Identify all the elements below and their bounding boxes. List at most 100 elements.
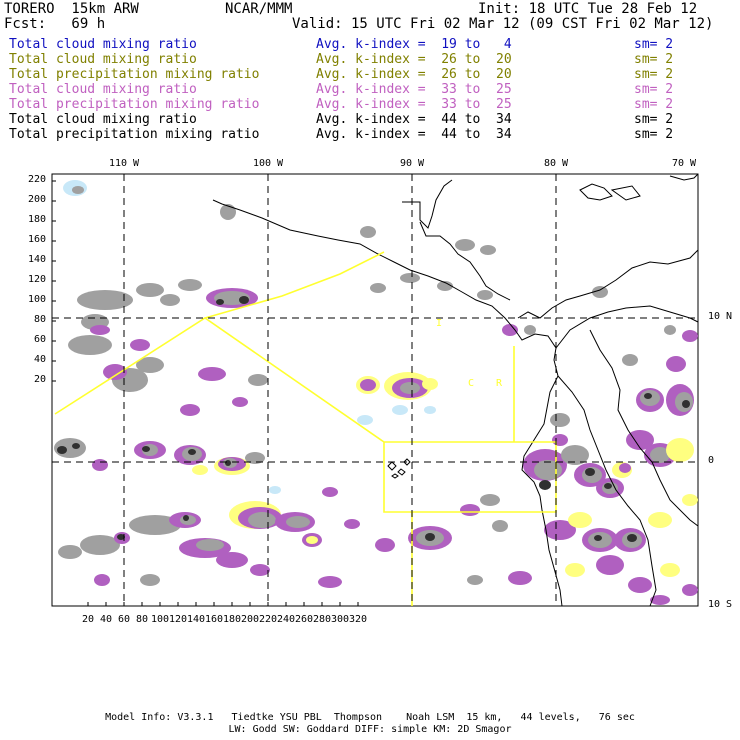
- model-title: TORERO 15km ARW: [4, 1, 139, 17]
- lat-label-1: 0: [708, 455, 715, 466]
- cloud-blob-58: [318, 576, 342, 588]
- forecast-hour: Fcst: 69 h: [4, 16, 106, 32]
- cloud-blob-132: [682, 584, 698, 596]
- y-tick-label-3: 160: [27, 234, 46, 245]
- coastlines: [212, 173, 699, 607]
- cloud-blob-24: [92, 459, 108, 471]
- legend-field-5: Total cloud mixing ratio: [9, 112, 197, 127]
- cloud-blob-79: [220, 204, 236, 220]
- cloud-blob-131: [650, 595, 670, 605]
- legend-kindex-3: Avg. k-index = 33 to 25: [316, 82, 512, 97]
- legend-field-4: Total precipitation mixing ratio: [9, 97, 260, 112]
- cloud-blob-80: [360, 226, 376, 238]
- cloud-blob-46: [196, 539, 224, 551]
- cloud-blob-49: [248, 512, 276, 528]
- cloud-blob-97: [585, 468, 595, 476]
- cloud-blob-71: [360, 379, 376, 391]
- x-tick-label-7: 160: [204, 614, 224, 625]
- cloud-blob-76: [392, 405, 408, 415]
- cloud-blob-115: [664, 325, 676, 335]
- region-letter-2: R: [496, 378, 503, 389]
- cloud-blob-112: [666, 438, 694, 462]
- init-time: Init: 18 UTC Tue 28 Feb 12: [478, 1, 698, 17]
- lon-label-3: 80 W: [543, 158, 569, 169]
- axis-ticks: [52, 180, 359, 606]
- cloud-blob-121: [594, 535, 602, 541]
- cloud-blob-105: [650, 447, 670, 463]
- cloud-blob-125: [648, 512, 672, 528]
- lon-label-1: 100 W: [252, 158, 284, 169]
- cloud-blob-27: [142, 446, 150, 452]
- lat-lon-grid: [52, 174, 698, 606]
- x-tick-label-3: 80: [135, 614, 149, 625]
- legend-kindex-6: Avg. k-index = 44 to 34: [316, 127, 512, 142]
- model-info-line: Model Info: V3.3.1 Tiedtke YSU PBL Thomp…: [105, 712, 635, 723]
- y-tick-label-5: 120: [27, 274, 46, 285]
- cloud-blob-85: [437, 281, 453, 291]
- cloud-blob-11: [239, 296, 249, 304]
- cloud-blob-92: [539, 480, 551, 490]
- cloud-blob-20: [248, 374, 268, 386]
- cloud-blob-78: [357, 415, 373, 425]
- cloud-blob-74: [400, 382, 420, 394]
- x-tick-label-15: 320: [348, 614, 368, 625]
- cloud-blob-4: [68, 335, 112, 355]
- cloud-blob-100: [604, 483, 612, 489]
- cloud-blob-89: [592, 286, 608, 298]
- cloud-blob-12: [216, 299, 224, 305]
- x-tick-label-10: 220: [258, 614, 278, 625]
- cloud-blob-19: [232, 397, 248, 407]
- physics-info-line: LW: Godd SW: Goddard DIFF: simple KM: 2D…: [228, 724, 512, 735]
- legend-sm-3: sm= 2: [634, 82, 674, 97]
- cloud-blob-2: [77, 290, 133, 310]
- cloud-blob-22: [57, 446, 67, 454]
- cloud-blob-103: [626, 430, 654, 450]
- cloud-blob-41: [129, 515, 181, 535]
- cloud-blob-114: [682, 330, 698, 342]
- region-letter-1: C: [468, 378, 475, 389]
- y-tick-label-1: 200: [27, 194, 46, 205]
- cloud-blob-83: [400, 273, 420, 283]
- cloud-blob-129: [628, 577, 652, 593]
- cloud-blob-59: [344, 519, 360, 529]
- y-tick-label-2: 180: [27, 214, 46, 225]
- cloud-blob-40: [117, 534, 125, 540]
- lon-label-4: 70 W: [671, 158, 697, 169]
- cloud-blob-117: [544, 520, 576, 540]
- x-tick-label-1: 40: [99, 614, 113, 625]
- cloud-blob-67: [492, 520, 508, 532]
- legend-sm-6: sm= 2: [634, 127, 674, 142]
- x-tick-label-13: 280: [312, 614, 332, 625]
- cloud-blob-57: [140, 574, 160, 586]
- center-label: NCAR/MMM: [225, 1, 293, 17]
- cloud-blob-81: [455, 239, 475, 251]
- x-tick-label-12: 260: [294, 614, 314, 625]
- y-tick-label-10: 20: [33, 374, 46, 385]
- cloud-blob-113: [666, 356, 686, 372]
- cloud-blob-8: [160, 294, 180, 306]
- cloud-blob-108: [644, 393, 652, 399]
- cloud-blob-126: [682, 494, 698, 506]
- legend-field-3: Total cloud mixing ratio: [9, 82, 197, 97]
- cloud-blob-102: [619, 463, 631, 473]
- cloud-blob-134: [550, 413, 570, 427]
- cloud-blob-68: [467, 575, 483, 585]
- y-tick-label-9: 40: [33, 354, 46, 365]
- lon-label-0: 110 W: [108, 158, 140, 169]
- cloud-blob-118: [568, 512, 592, 528]
- x-tick-label-14: 300: [330, 614, 350, 625]
- legend-kindex-1: Avg. k-index = 26 to 20: [316, 52, 512, 67]
- cloud-blob-66: [480, 494, 500, 506]
- cloud-blob-77: [424, 406, 436, 414]
- y-tick-label-0: 220: [27, 174, 46, 185]
- cloud-blob-130: [660, 563, 680, 577]
- cloud-blob-60: [322, 487, 338, 497]
- region-letter-0: I: [436, 318, 443, 329]
- y-tick-label-7: 80: [33, 314, 46, 325]
- legend-sm-5: sm= 2: [634, 112, 674, 127]
- cloud-blob-94: [561, 445, 589, 465]
- legend-sm-1: sm= 2: [634, 52, 674, 67]
- cloud-blob-16: [130, 339, 150, 351]
- cloud-blob-7: [178, 279, 202, 291]
